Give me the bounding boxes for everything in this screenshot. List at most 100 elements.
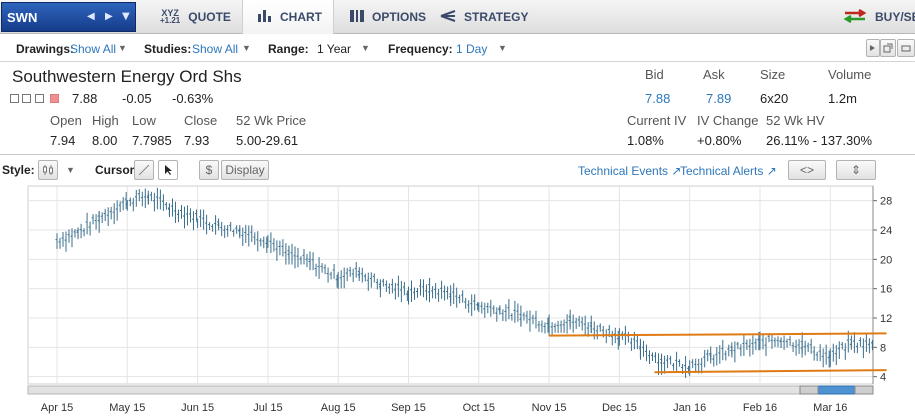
x-tick-label: Oct 15 bbox=[463, 402, 495, 414]
volume-label: Volume bbox=[828, 67, 872, 82]
frequency-select[interactable]: 1 Day bbox=[456, 42, 488, 56]
iv-value: 1.08% bbox=[627, 133, 664, 148]
prev-symbol-icon[interactable]: ◀ bbox=[87, 11, 95, 22]
chart-style-button[interactable] bbox=[38, 160, 58, 180]
x-tick-label: Nov 15 bbox=[532, 402, 567, 414]
chart-style-row: Style: ▼ Cursor: $ Display Technical Eve… bbox=[0, 156, 915, 184]
trendline-2 bbox=[654, 369, 887, 374]
expand-panel-icon[interactable] bbox=[22, 94, 31, 103]
price-change-pct: -0.63% bbox=[172, 91, 214, 106]
technical-alerts-link[interactable]: Technical Alerts ↗ bbox=[680, 164, 777, 178]
y-tick-label: 12 bbox=[880, 313, 892, 325]
y-tick-label: 16 bbox=[880, 284, 892, 296]
zoom-vertical-button[interactable]: ⇕ bbox=[836, 160, 876, 180]
tab-strategy-label: STRATEGY bbox=[464, 10, 529, 24]
studies-caret-icon[interactable]: ▼ bbox=[242, 43, 251, 53]
scrollbar-left-handle[interactable] bbox=[799, 385, 819, 395]
tab-quote[interactable]: XYZ +1.21 QUOTE bbox=[150, 0, 240, 34]
x-tick-label: Jul 15 bbox=[253, 402, 282, 414]
plot-area bbox=[27, 185, 874, 385]
low-value: 7.7985 bbox=[132, 133, 172, 148]
zoom-horizontal-button[interactable]: <> bbox=[788, 160, 826, 180]
size-label: Size bbox=[760, 67, 786, 82]
external-link-icon: ↗ bbox=[671, 164, 682, 178]
style-caret-icon[interactable]: ▼ bbox=[66, 165, 75, 175]
range-select[interactable]: 1 Year bbox=[317, 42, 352, 56]
detach-panel-icon[interactable] bbox=[35, 94, 44, 103]
bid-value[interactable]: 7.88 bbox=[645, 91, 671, 106]
studies-label: Studies: bbox=[144, 42, 192, 56]
symbol-dropdown-icon[interactable]: ▼ bbox=[122, 11, 130, 22]
price-change: -0.05 bbox=[122, 91, 152, 106]
frequency-caret-icon[interactable]: ▼ bbox=[498, 43, 507, 53]
y-tick-label: 24 bbox=[880, 225, 892, 237]
line-cursor-icon bbox=[138, 164, 150, 176]
pointer-cursor-button[interactable] bbox=[158, 160, 178, 180]
x-tick-label: Jan 16 bbox=[673, 402, 706, 414]
size-value: 6x20 bbox=[760, 91, 789, 106]
drawings-select[interactable]: Show All bbox=[70, 42, 117, 56]
buy-sell-label: BUY/SELL bbox=[875, 10, 915, 24]
wk52-label: 52 Wk Price bbox=[236, 113, 307, 128]
wk52-value: 5.00-29.61 bbox=[236, 133, 299, 148]
bid-label: Bid bbox=[645, 67, 664, 82]
display-button[interactable]: Display bbox=[221, 160, 269, 180]
scrollbar-right-handle[interactable] bbox=[854, 385, 874, 395]
high-value: 8.00 bbox=[92, 133, 118, 148]
popout-icon[interactable] bbox=[880, 39, 896, 57]
tab-chart-label: CHART bbox=[280, 10, 322, 24]
drawings-caret-icon[interactable]: ▼ bbox=[118, 43, 127, 53]
chart-settings-bar: Drawings: Show All ▼ Studies: Show All ▼… bbox=[0, 35, 915, 62]
display-label: Display bbox=[225, 163, 265, 177]
tab-chart[interactable]: CHART bbox=[242, 0, 334, 34]
symbol-selector[interactable]: SWN ◀ ▶ ▼ bbox=[1, 2, 136, 32]
hv-value: 26.11% - 137.30% bbox=[766, 133, 872, 148]
x-tick-label: Apr 15 bbox=[41, 402, 73, 414]
frequency-label: Frequency: bbox=[388, 42, 453, 56]
vertical-arrows-icon: ⇕ bbox=[850, 163, 862, 177]
collapse-panel-icon[interactable] bbox=[10, 94, 19, 103]
xyz-quote-icon: XYZ +1.21 bbox=[160, 8, 181, 25]
arrow-pointer-icon bbox=[165, 165, 172, 175]
x-tick-label: Dec 15 bbox=[602, 402, 637, 414]
buy-sell-button[interactable]: BUY/SELL bbox=[843, 0, 915, 34]
print-icon[interactable] bbox=[897, 39, 915, 57]
iv-change-label: IV Change bbox=[697, 113, 759, 128]
iv-label: Current IV bbox=[627, 113, 687, 128]
external-link-icon: ↗ bbox=[766, 164, 777, 178]
tab-options-label: OPTIONS bbox=[372, 10, 427, 24]
low-label: Low bbox=[132, 113, 156, 128]
drawings-label: Drawings: bbox=[16, 42, 75, 56]
horizontal-arrows-icon: <> bbox=[799, 163, 814, 177]
y-tick-label: 20 bbox=[880, 254, 892, 266]
options-icon bbox=[350, 9, 364, 25]
symbol-text[interactable]: SWN bbox=[7, 10, 38, 25]
close-label: Close bbox=[184, 113, 218, 128]
range-caret-icon[interactable]: ▼ bbox=[361, 43, 370, 53]
studies-select[interactable]: Show All bbox=[192, 42, 239, 56]
x-tick-label: May 15 bbox=[109, 402, 145, 414]
dollar-button[interactable]: $ bbox=[199, 160, 219, 180]
open-value: 7.94 bbox=[50, 133, 76, 148]
buy-sell-arrows-icon bbox=[843, 8, 867, 26]
price-chart-svg[interactable]: Apr 15 May 15 Jun 15 Jul 15 Aug 15 Sep 15 Oct … bbox=[0, 184, 915, 420]
dollar-icon: $ bbox=[205, 163, 213, 177]
tab-strategy[interactable]: STRATEGY bbox=[432, 0, 532, 34]
crosshair-cursor-button[interactable] bbox=[134, 160, 154, 180]
bar-chart-icon bbox=[258, 9, 272, 25]
last-price: 7.88 bbox=[72, 91, 98, 106]
price-chart[interactable]: Apr 15 May 15 Jun 15 Jul 15 Aug 15 Sep 15 Oct … bbox=[0, 184, 915, 420]
collapse-icon[interactable] bbox=[866, 39, 880, 57]
ask-label: Ask bbox=[703, 67, 725, 82]
alert-flag-icon[interactable] bbox=[50, 94, 59, 103]
y-tick-label: 4 bbox=[880, 372, 886, 384]
x-tick-label: Sep 15 bbox=[391, 402, 426, 414]
technical-events-link[interactable]: Technical Events ↗ bbox=[578, 164, 682, 178]
tab-options[interactable]: OPTIONS bbox=[340, 0, 430, 34]
ask-value[interactable]: 7.89 bbox=[706, 91, 732, 106]
volume-value: 1.2m bbox=[828, 91, 857, 106]
close-value: 7.93 bbox=[184, 133, 210, 148]
top-toolbar: SWN ◀ ▶ ▼ XYZ +1.21 QUOTE CHART OPTIONS S… bbox=[0, 0, 915, 34]
range-label: Range: bbox=[268, 42, 309, 56]
next-symbol-icon[interactable]: ▶ bbox=[105, 11, 113, 22]
